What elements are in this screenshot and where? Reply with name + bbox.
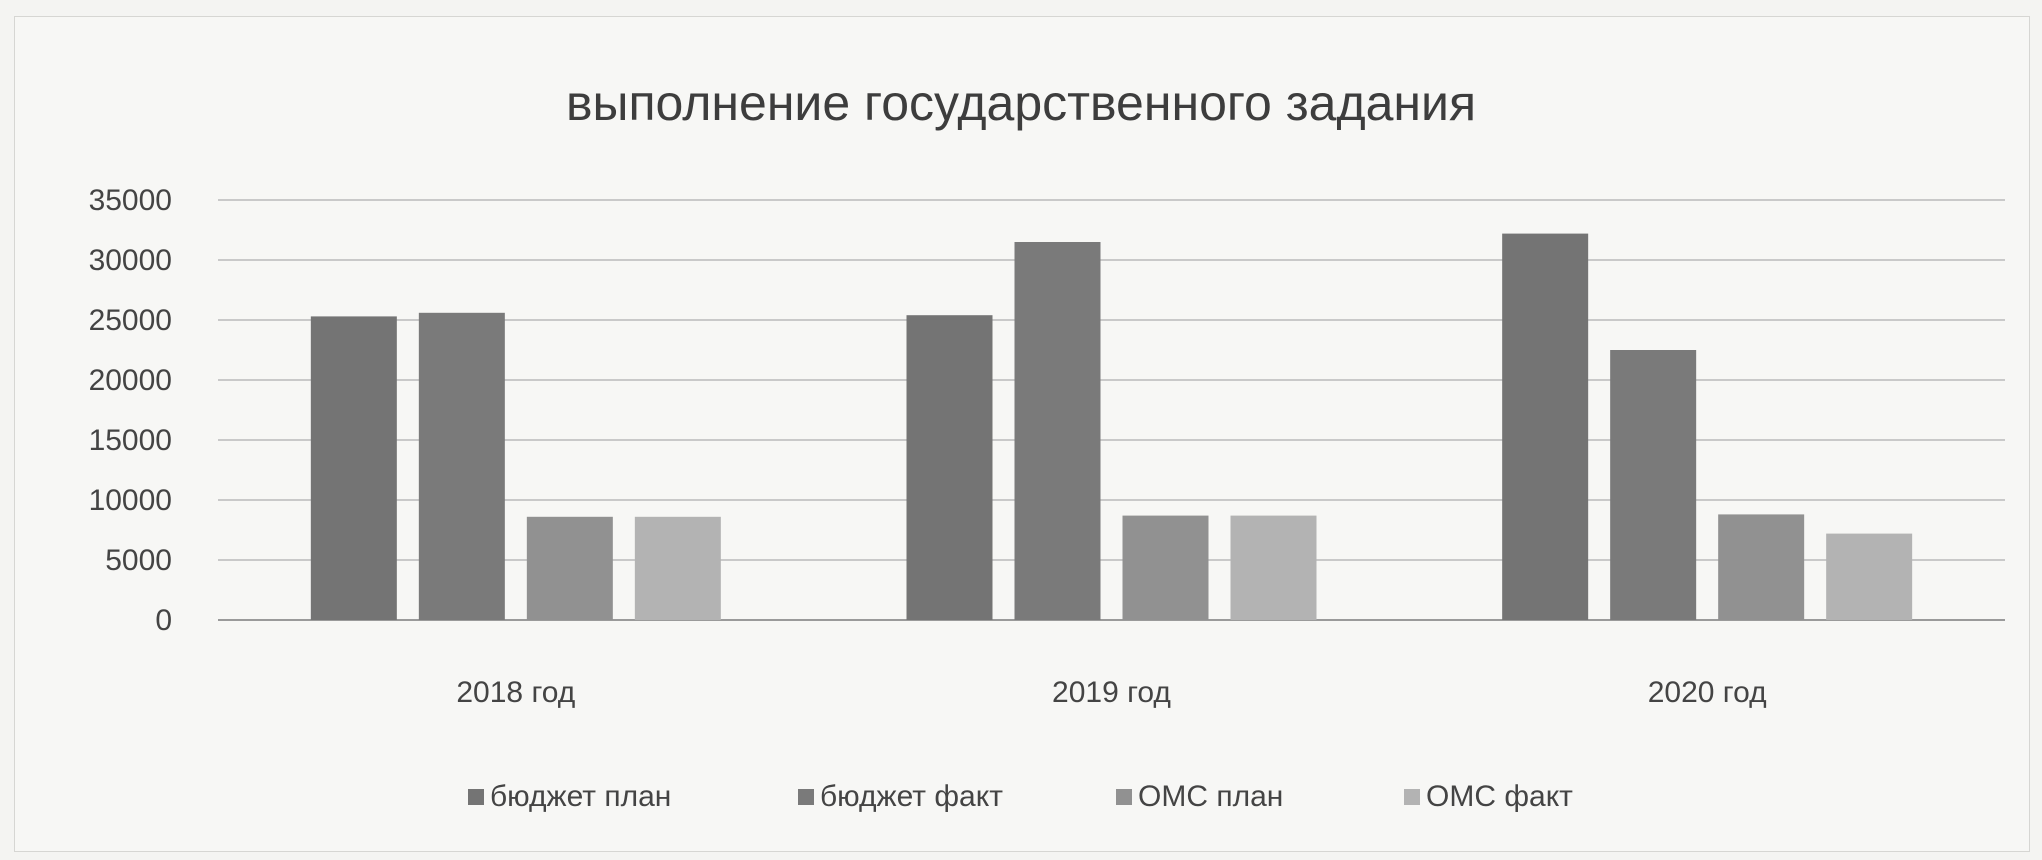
bar-4-3 <box>1826 533 1913 620</box>
legend-swatch <box>468 789 484 805</box>
y-tick-label: 25000 <box>89 304 172 337</box>
bar-2-1 <box>418 312 505 620</box>
y-axis-ticks: 0 5000 10000 15000 20000 25000 30000 35000 <box>89 184 172 637</box>
bar-1-3 <box>1502 233 1589 620</box>
chart-title: выполнение государственного задания <box>566 75 1476 131</box>
bar-2-3 <box>1610 350 1697 620</box>
y-tick-label: 5000 <box>105 544 172 577</box>
x-category-label: 2019 год <box>1052 676 1171 709</box>
y-tick-label: 15000 <box>89 424 172 457</box>
legend-swatch <box>1116 789 1132 805</box>
legend-label: ОМС план <box>1138 780 1283 813</box>
x-category-label: 2020 год <box>1648 676 1767 709</box>
y-tick-label: 20000 <box>89 364 172 397</box>
bar-3-2 <box>1122 515 1209 620</box>
bar-3-1 <box>526 516 613 620</box>
bar-4-1 <box>634 516 721 620</box>
bar-3-3 <box>1718 514 1805 620</box>
x-category-label: 2018 год <box>456 676 575 709</box>
y-tick-label: 35000 <box>89 184 172 217</box>
bar-2-2 <box>1014 242 1101 620</box>
legend: бюджет план бюджет факт ОМС план ОМС факт <box>468 780 1573 813</box>
y-tick-label: 30000 <box>89 244 172 277</box>
gridlines <box>218 199 2005 621</box>
legend-label: бюджет план <box>490 780 671 813</box>
legend-swatch <box>798 789 814 805</box>
y-tick-label: 0 <box>155 604 172 637</box>
legend-label: бюджет факт <box>820 780 1003 813</box>
legend-swatch <box>1404 789 1420 805</box>
legend-label: ОМС факт <box>1426 780 1573 813</box>
bar-1-1 <box>310 316 397 620</box>
bar-1-2 <box>906 315 993 620</box>
bar-4-2 <box>1230 515 1317 620</box>
x-axis-categories: 2018 год 2019 год 2020 год <box>456 676 1766 709</box>
y-tick-label: 10000 <box>89 484 172 517</box>
bars <box>310 233 1913 620</box>
